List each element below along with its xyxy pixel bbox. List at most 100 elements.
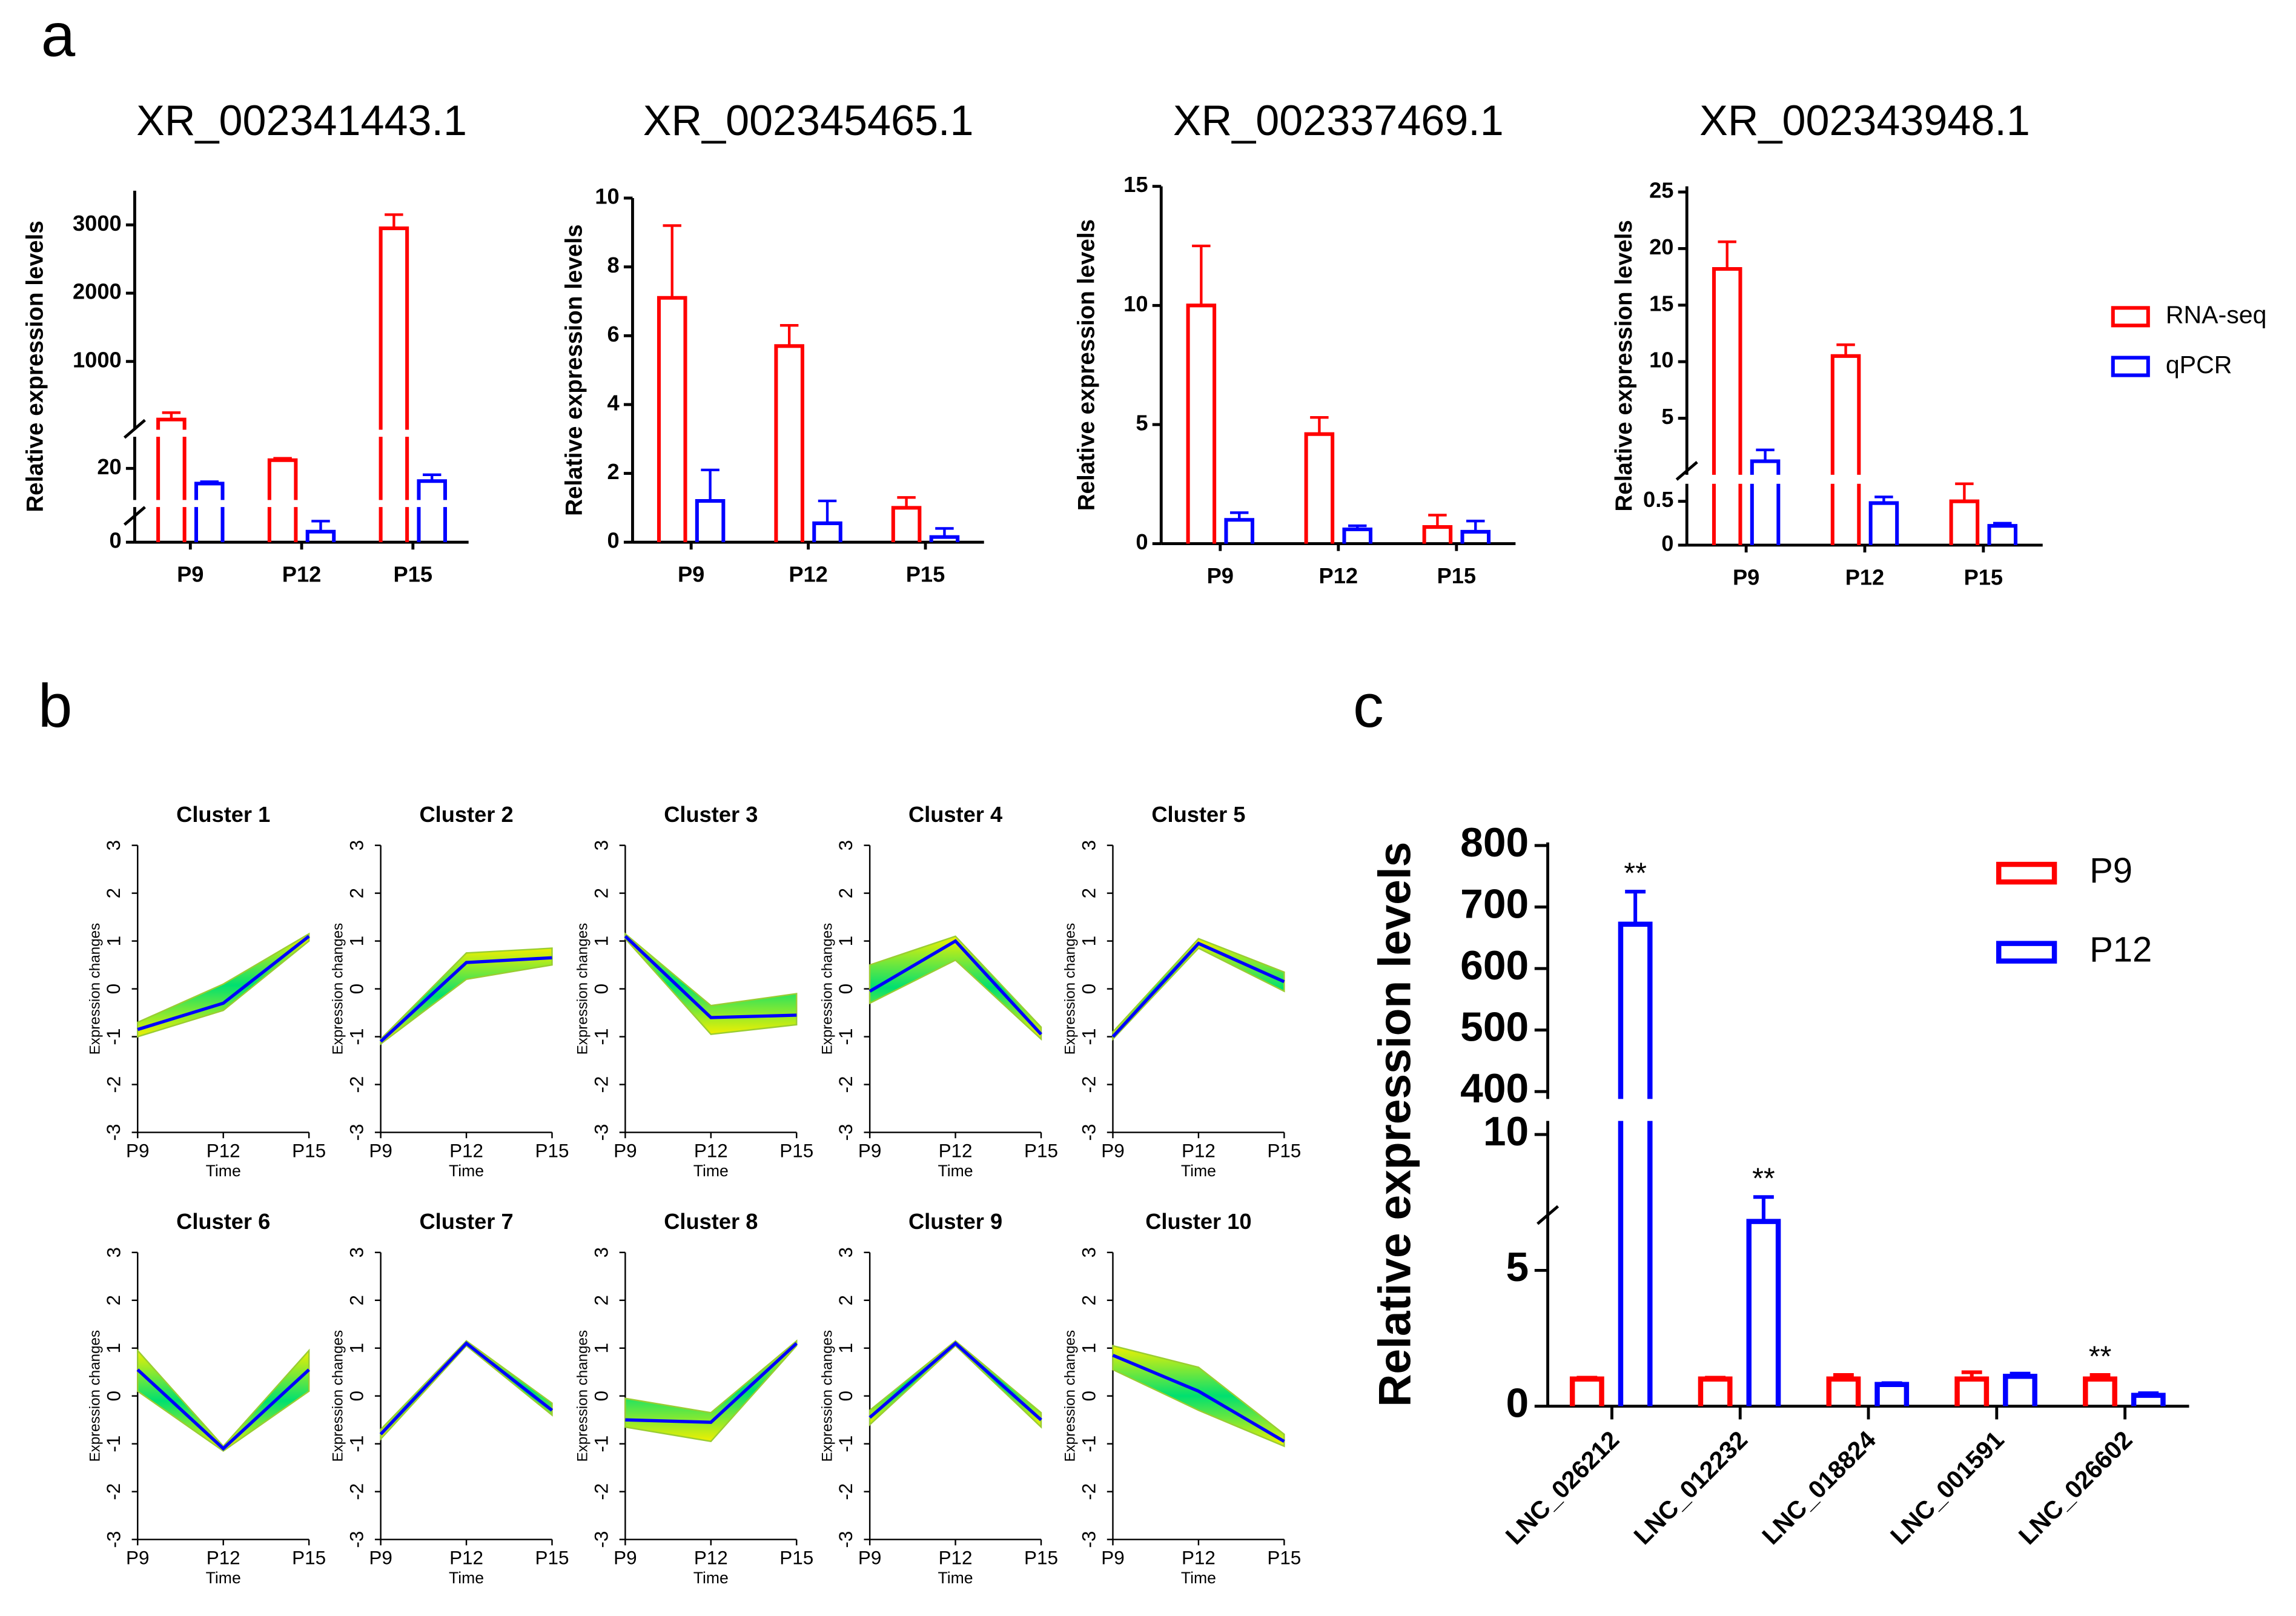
- x-tick-label: P12: [694, 1548, 728, 1569]
- x-tick-label: P15: [906, 561, 945, 586]
- bar: [1224, 518, 1254, 544]
- error-bar: [897, 496, 916, 508]
- y-tick-label: 10: [595, 184, 619, 209]
- bar: [379, 507, 409, 543]
- mean-line: [137, 935, 310, 1032]
- legend-label: P12: [2089, 930, 2152, 969]
- y-tick-label: 3: [1078, 840, 1099, 850]
- x-tick-label: P15: [1024, 1548, 1058, 1569]
- error-bar: [1625, 890, 1646, 924]
- y-tick-label: 2: [591, 888, 612, 898]
- x-tick-label: LNC_026212: [1500, 1426, 1624, 1550]
- y-tick-label: -2: [103, 1076, 124, 1093]
- y-tick-label: -2: [103, 1483, 124, 1500]
- y-tick-label: -3: [346, 1124, 368, 1141]
- x-axis-label: Time: [206, 1569, 241, 1587]
- x-tick-label: P12: [939, 1141, 973, 1162]
- error-bar: [935, 527, 954, 537]
- y-tick-label: 2: [346, 888, 368, 898]
- y-axis-label: Relative expression levels: [1611, 220, 1637, 512]
- bar: [417, 479, 448, 500]
- error-bar: [1576, 1376, 1598, 1380]
- band: [137, 932, 310, 1038]
- error-bar: [663, 224, 681, 298]
- bar: [891, 506, 922, 543]
- error-bar: [1705, 1376, 1726, 1380]
- error-bar: [779, 324, 799, 346]
- y-tick-label: -1: [103, 1028, 124, 1045]
- y-tick-label: 1: [1078, 936, 1099, 946]
- y-tick-label: -3: [1078, 1124, 1099, 1141]
- y-tick-label: 3000: [73, 211, 122, 236]
- error-bar: [1192, 244, 1211, 306]
- y-tick-label: 2: [835, 888, 856, 898]
- y-tick-label: 5: [1506, 1245, 1529, 1290]
- error-bar: [1756, 448, 1775, 462]
- y-tick-label: 3: [103, 1247, 124, 1257]
- bar: [2131, 1392, 2166, 1406]
- y-tick-label: 600: [1460, 943, 1529, 988]
- x-tick-label: LNC_012232: [1629, 1426, 1753, 1550]
- y-tick-label: 700: [1460, 881, 1529, 927]
- bar: [305, 529, 336, 543]
- y-tick-label: 0: [1506, 1381, 1529, 1426]
- x-tick-label: P12: [1182, 1548, 1216, 1569]
- x-tick-label: P9: [369, 1141, 392, 1162]
- x-tick-label: P12: [1319, 563, 1358, 588]
- y-tick-label: 0: [835, 1391, 856, 1401]
- error-bar: [1993, 522, 2012, 526]
- y-tick-label: 10: [1483, 1109, 1529, 1154]
- x-tick-label: P15: [1267, 1548, 1301, 1569]
- annotation: **: [2089, 1340, 2112, 1373]
- y-axis-label: Expression changes: [819, 1330, 835, 1462]
- panel-label: b: [38, 671, 72, 740]
- y-tick-label: 1: [835, 1343, 856, 1353]
- y-tick-label: 0: [607, 528, 620, 553]
- bar: [156, 507, 187, 543]
- mean-line: [379, 1341, 554, 1436]
- error-bar: [2010, 1371, 2031, 1377]
- mean-line: [136, 1368, 310, 1451]
- x-axis-label: Time: [693, 1162, 729, 1180]
- error-bar: [2089, 1373, 2111, 1379]
- error-bar: [1753, 1195, 1774, 1222]
- y-tick-label: 10: [1123, 291, 1148, 316]
- bar: [2083, 1376, 2117, 1406]
- x-tick-label: P15: [1267, 1141, 1301, 1162]
- y-tick-label: 4: [607, 390, 620, 415]
- y-tick-label: -1: [835, 1436, 856, 1452]
- chart-title: Cluster 9: [908, 1209, 1002, 1234]
- y-axis-label: Expression changes: [1062, 923, 1079, 1055]
- x-tick-label: P9: [1733, 565, 1759, 589]
- x-tick-label: P9: [1207, 563, 1234, 588]
- error-bar: [1881, 1381, 1902, 1385]
- x-tick-label: P12: [789, 561, 828, 586]
- bar: [1698, 1376, 1733, 1406]
- annotation: **: [1624, 857, 1647, 890]
- band: [1112, 938, 1285, 1041]
- y-tick-label: 6: [607, 322, 620, 346]
- y-tick-label: 20: [1649, 234, 1673, 259]
- legend-swatch: [1996, 941, 2057, 964]
- y-tick-label: 0: [109, 528, 121, 553]
- y-tick-label: 0: [1136, 529, 1148, 554]
- band: [624, 1339, 798, 1443]
- x-tick-label: P12: [449, 1141, 483, 1162]
- bar: [156, 437, 187, 500]
- error-bar: [1229, 511, 1249, 520]
- y-tick-label: -1: [591, 1436, 612, 1452]
- chart-title: Cluster 1: [176, 802, 270, 827]
- x-tick-label: P9: [1101, 1141, 1124, 1162]
- x-tick-label: P9: [858, 1141, 881, 1162]
- chart-title: Cluster 8: [664, 1209, 758, 1234]
- y-tick-label: 0: [835, 984, 856, 994]
- bar: [1826, 1376, 1861, 1406]
- y-tick-label: 2: [103, 888, 124, 898]
- mean-line: [868, 939, 1042, 1036]
- x-axis-label: Time: [1181, 1162, 1216, 1180]
- y-tick-label: -1: [835, 1028, 856, 1045]
- error-bar: [1428, 514, 1447, 528]
- y-tick-label: 1: [346, 936, 368, 946]
- bar: [1422, 525, 1453, 544]
